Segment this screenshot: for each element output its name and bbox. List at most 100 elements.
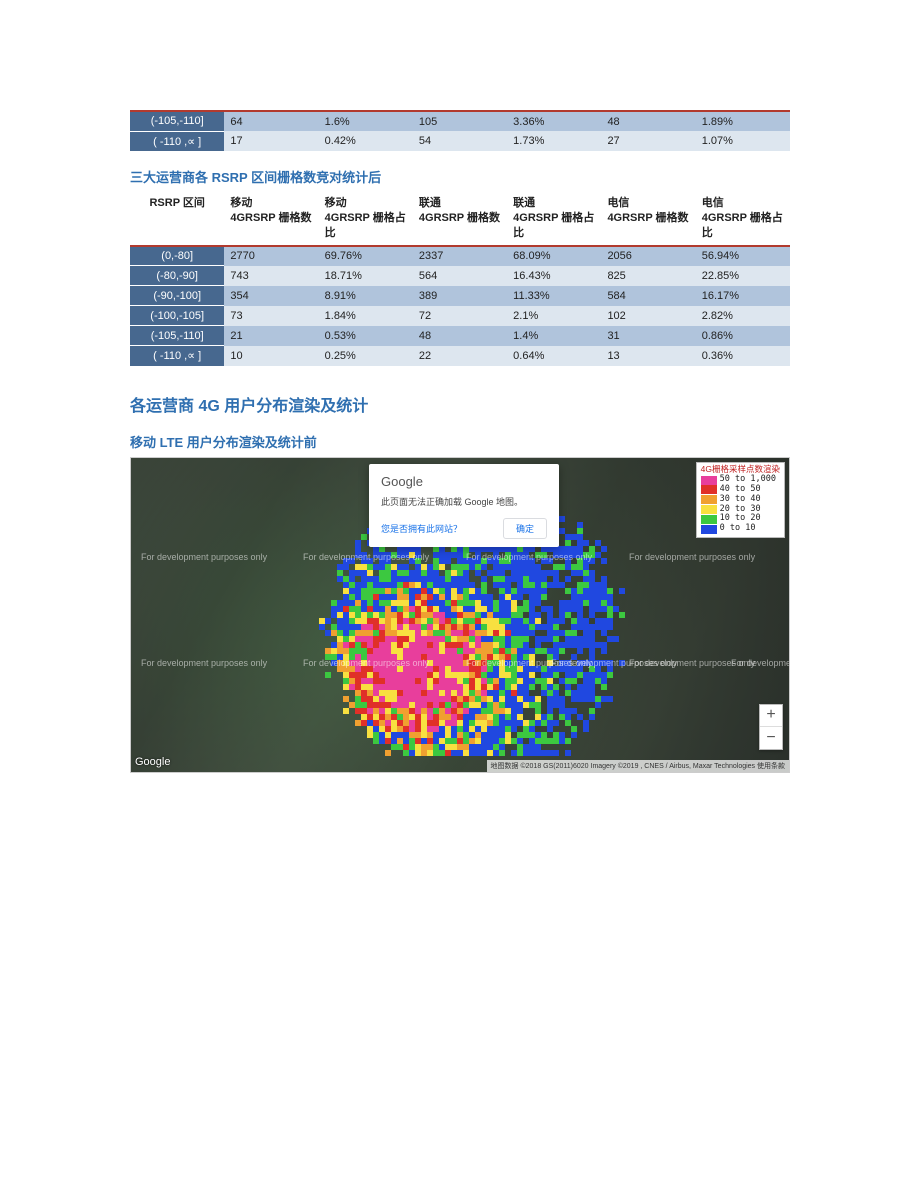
cell: 0.36% bbox=[696, 346, 790, 366]
cell: 1.89% bbox=[696, 111, 790, 131]
legend-swatch bbox=[701, 525, 717, 534]
cell: 48 bbox=[601, 111, 695, 131]
dialog-ok-button[interactable]: 确定 bbox=[503, 518, 547, 539]
dev-watermark: For development purposes only bbox=[141, 658, 267, 668]
cell: 1.07% bbox=[696, 131, 790, 151]
cell: 21 bbox=[224, 326, 318, 346]
google-logo: Google bbox=[135, 756, 170, 768]
column-header: RSRP 区间 bbox=[130, 192, 224, 246]
cell: 48 bbox=[413, 326, 507, 346]
dev-watermark: For development purposes only bbox=[629, 552, 755, 562]
cell: 56.94% bbox=[696, 246, 790, 266]
cell: 2.1% bbox=[507, 306, 601, 326]
legend-swatch bbox=[701, 485, 717, 494]
cell: 825 bbox=[601, 266, 695, 286]
cell: 1.6% bbox=[319, 111, 413, 131]
legend-item: 0 to 10 bbox=[701, 524, 780, 534]
cell: 3.36% bbox=[507, 111, 601, 131]
row-label: (0,-80] bbox=[130, 246, 224, 266]
cell: 105 bbox=[413, 111, 507, 131]
dev-watermark: For development purposes only bbox=[303, 552, 429, 562]
row-label: (-80,-90] bbox=[130, 266, 224, 286]
cell: 10 bbox=[224, 346, 318, 366]
heading-table2: 三大运营商各 RSRP 区间栅格数竞对统计后 bbox=[130, 167, 790, 186]
cell: 0.25% bbox=[319, 346, 413, 366]
table-row: (-80,-90]74318.71%56416.43%82522.85% bbox=[130, 266, 790, 286]
dev-watermark: For development purposes only bbox=[141, 552, 267, 562]
heading-map: 移动 LTE 用户分布渲染及统计前 bbox=[130, 432, 790, 451]
table-row: (-90,-100]3548.91%38911.33%58416.17% bbox=[130, 286, 790, 306]
legend-title: 4G栅格采样点数渲染 bbox=[701, 465, 780, 475]
cell: 22 bbox=[413, 346, 507, 366]
cell: 389 bbox=[413, 286, 507, 306]
cell: 27 bbox=[601, 131, 695, 151]
cell: 8.91% bbox=[319, 286, 413, 306]
cell: 68.09% bbox=[507, 246, 601, 266]
heading-main: 各运营商 4G 用户分布渲染及统计 bbox=[130, 392, 790, 416]
cell: 0.53% bbox=[319, 326, 413, 346]
dialog-title: Google bbox=[381, 474, 547, 489]
table-row: ( -110 ,∝ ]100.25%220.64%130.36% bbox=[130, 346, 790, 366]
map-attribution: 地图数据 ©2018 GS(2011)6020 Imagery ©2019 , … bbox=[487, 760, 789, 772]
row-label: ( -110 ,∝ ] bbox=[130, 346, 224, 366]
column-header: 联通4GRSRP 栅格数 bbox=[413, 192, 507, 246]
legend-swatch bbox=[701, 515, 717, 524]
dialog-link[interactable]: 您是否拥有此网站？ bbox=[381, 522, 462, 535]
cell: 16.17% bbox=[696, 286, 790, 306]
cell: 1.4% bbox=[507, 326, 601, 346]
row-label: (-105,-110] bbox=[130, 111, 224, 131]
zoom-in-button[interactable]: + bbox=[760, 705, 782, 727]
cell: 2.82% bbox=[696, 306, 790, 326]
cell: 13 bbox=[601, 346, 695, 366]
cell: 0.42% bbox=[319, 131, 413, 151]
map-legend: 4G栅格采样点数渲染 50 to 1,00040 to 5030 to 4020… bbox=[696, 462, 785, 538]
table-row: ( -110 ,∝ ]170.42%541.73%271.07% bbox=[130, 131, 790, 151]
legend-swatch bbox=[701, 495, 717, 504]
row-label: ( -110 ,∝ ] bbox=[130, 131, 224, 151]
cell: 11.33% bbox=[507, 286, 601, 306]
cell: 69.76% bbox=[319, 246, 413, 266]
cell: 17 bbox=[224, 131, 318, 151]
column-header: 移动4GRSRP 栅格数 bbox=[224, 192, 318, 246]
dev-watermark: For development purposes only bbox=[731, 658, 790, 668]
column-header: 联通4GRSRP 栅格占比 bbox=[507, 192, 601, 246]
column-header: 电信4GRSRP 栅格占比 bbox=[696, 192, 790, 246]
cell: 1.73% bbox=[507, 131, 601, 151]
zoom-out-button[interactable]: − bbox=[760, 727, 782, 749]
rsrp-table-2: RSRP 区间移动4GRSRP 栅格数移动4GRSRP 栅格占比联通4GRSRP… bbox=[130, 192, 790, 366]
cell: 743 bbox=[224, 266, 318, 286]
cell: 73 bbox=[224, 306, 318, 326]
row-label: (-100,-105] bbox=[130, 306, 224, 326]
dialog-message: 此页面无法正确加载 Google 地图。 bbox=[381, 495, 547, 508]
zoom-control: + − bbox=[759, 704, 783, 750]
rsrp-table-1: (-105,-110]641.6%1053.36%481.89%( -110 ,… bbox=[130, 110, 790, 151]
cell: 1.84% bbox=[319, 306, 413, 326]
dev-watermark: For development purposes only bbox=[303, 658, 429, 668]
column-header: 电信4GRSRP 栅格数 bbox=[601, 192, 695, 246]
row-label: (-90,-100] bbox=[130, 286, 224, 306]
google-error-dialog: Google 此页面无法正确加载 Google 地图。 您是否拥有此网站？ 确定 bbox=[369, 464, 559, 547]
table-row: (-105,-110]210.53%481.4%310.86% bbox=[130, 326, 790, 346]
cell: 18.71% bbox=[319, 266, 413, 286]
cell: 72 bbox=[413, 306, 507, 326]
cell: 2056 bbox=[601, 246, 695, 266]
cell: 0.86% bbox=[696, 326, 790, 346]
legend-swatch bbox=[701, 476, 717, 485]
cell: 354 bbox=[224, 286, 318, 306]
cell: 584 bbox=[601, 286, 695, 306]
cell: 564 bbox=[413, 266, 507, 286]
table-row: (0,-80]277069.76%233768.09%205656.94% bbox=[130, 246, 790, 266]
cell: 16.43% bbox=[507, 266, 601, 286]
row-label: (-105,-110] bbox=[130, 326, 224, 346]
cell: 54 bbox=[413, 131, 507, 151]
cell: 0.64% bbox=[507, 346, 601, 366]
cell: 22.85% bbox=[696, 266, 790, 286]
cell: 102 bbox=[601, 306, 695, 326]
legend-label: 0 to 10 bbox=[720, 524, 756, 534]
cell: 64 bbox=[224, 111, 318, 131]
dev-watermark: For development purposes only bbox=[466, 552, 592, 562]
cell: 2770 bbox=[224, 246, 318, 266]
cell: 31 bbox=[601, 326, 695, 346]
map-container: For development purposes only For develop… bbox=[130, 457, 790, 773]
column-header: 移动4GRSRP 栅格占比 bbox=[319, 192, 413, 246]
